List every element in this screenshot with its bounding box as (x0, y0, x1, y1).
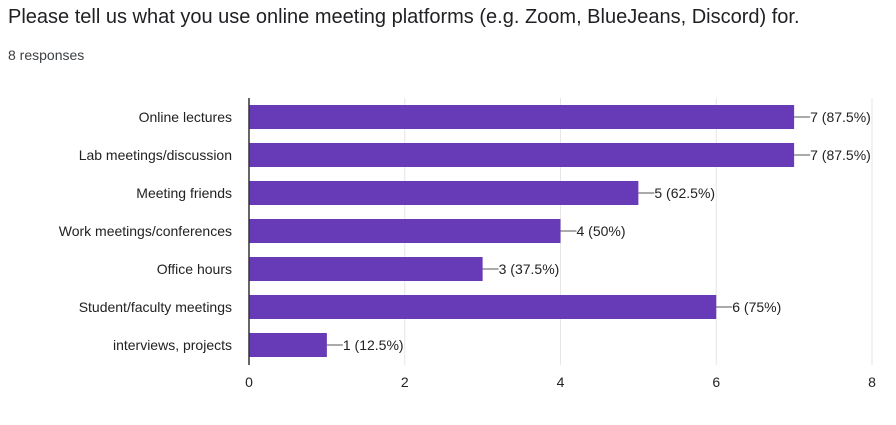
data-label-0: 7 (87.5%) (810, 109, 871, 125)
bar-3 (249, 219, 561, 243)
data-label-2: 5 (62.5%) (654, 185, 715, 201)
x-tick-label-0: 0 (245, 374, 253, 390)
data-label-5: 6 (75%) (732, 299, 781, 315)
x-axis-ticks: 0 2 4 6 8 (245, 374, 876, 390)
bar-4 (249, 257, 483, 281)
category-label-1: Lab meetings/discussion (79, 147, 232, 163)
data-label-6: 1 (12.5%) (343, 337, 404, 353)
x-tick-label-3: 6 (712, 374, 720, 390)
category-label-2: Meeting friends (136, 185, 232, 201)
category-label-5: Student/faculty meetings (79, 299, 232, 315)
bar-1 (249, 143, 795, 167)
response-count: 8 responses (8, 47, 85, 63)
bar-0 (249, 105, 795, 129)
x-tick-label-2: 4 (557, 374, 565, 390)
bars: Online lectures 7 (87.5%) Lab meetings/dis… (59, 105, 871, 357)
bar-5 (249, 295, 717, 319)
bar-2 (249, 181, 639, 205)
category-label-0: Online lectures (139, 109, 232, 125)
category-label-4: Office hours (157, 261, 232, 277)
bar-6 (249, 333, 327, 357)
question-title: Please tell us what you use online meeti… (8, 6, 800, 28)
data-label-1: 7 (87.5%) (810, 147, 871, 163)
category-label-6: interviews, projects (113, 337, 232, 353)
x-tick-label-1: 2 (401, 374, 409, 390)
category-label-3: Work meetings/conferences (59, 223, 232, 239)
x-tick-label-4: 8 (868, 374, 876, 390)
data-label-4: 3 (37.5%) (499, 261, 560, 277)
data-label-3: 4 (50%) (577, 223, 626, 239)
